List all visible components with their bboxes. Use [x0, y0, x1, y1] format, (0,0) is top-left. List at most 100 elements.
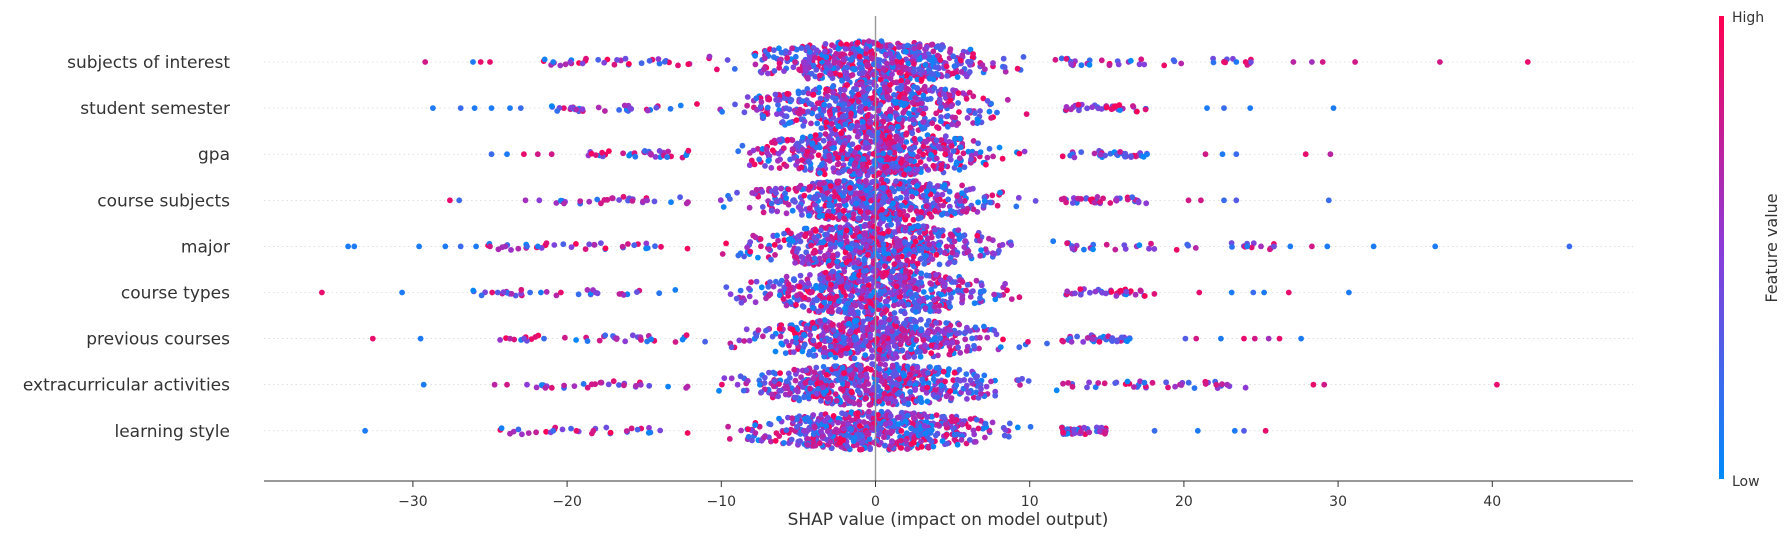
shap-point — [816, 84, 823, 91]
shap-point — [970, 51, 976, 57]
shap-point — [1060, 338, 1067, 345]
shap-point — [1044, 340, 1050, 347]
shap-point — [886, 87, 893, 94]
shap-point — [841, 101, 848, 108]
shap-point — [904, 257, 910, 264]
shap-point — [1233, 59, 1240, 65]
shap-point — [1075, 101, 1082, 108]
shap-point — [850, 310, 857, 317]
shap-point — [861, 236, 868, 243]
shap-point — [822, 269, 829, 276]
shap-point — [562, 61, 569, 68]
shap-point — [625, 241, 631, 247]
shap-point — [864, 61, 870, 68]
shap-point — [759, 188, 766, 195]
shap-point — [789, 146, 796, 152]
shap-point — [820, 137, 827, 144]
shap-point — [478, 292, 485, 299]
shap-point — [879, 235, 885, 242]
shap-point — [757, 236, 764, 243]
shap-point — [911, 247, 918, 253]
shap-point — [863, 243, 870, 250]
shap-point — [773, 96, 779, 103]
shap-point — [960, 90, 966, 96]
shap-point — [922, 342, 929, 349]
shap-point — [918, 246, 925, 252]
shap-point — [958, 69, 965, 75]
shap-point — [954, 74, 961, 80]
shap-point — [672, 287, 679, 293]
shap-point — [980, 202, 987, 209]
shap-point — [877, 270, 884, 277]
shap-point — [765, 283, 772, 290]
shap-point — [793, 302, 799, 308]
shap-point — [746, 285, 752, 292]
shap-point — [836, 306, 843, 313]
shap-point — [568, 104, 574, 111]
shap-point — [447, 197, 453, 204]
shap-point — [827, 286, 834, 292]
shap-point — [863, 277, 870, 284]
shap-point — [727, 196, 733, 202]
shap-point — [672, 339, 679, 345]
shap-point — [1091, 150, 1098, 157]
shap-point — [994, 202, 1001, 209]
shap-point — [768, 200, 775, 207]
shap-point — [938, 211, 945, 218]
shap-point — [926, 147, 933, 153]
shap-point — [936, 261, 943, 268]
shap-point — [553, 292, 560, 299]
shap-point — [1122, 153, 1128, 160]
shap-point — [1182, 335, 1189, 342]
shap-point — [887, 50, 894, 57]
shap-point — [898, 59, 905, 65]
shap-point — [840, 155, 846, 162]
shap-point — [959, 295, 966, 301]
shap-point — [783, 302, 790, 309]
shap-point — [761, 55, 768, 62]
shap-point — [785, 281, 792, 288]
shap-point — [747, 239, 754, 245]
shap-point — [1170, 57, 1177, 63]
shap-point — [881, 333, 888, 340]
shap-point — [728, 344, 735, 351]
shap-point — [942, 151, 949, 158]
shap-point — [626, 152, 632, 159]
shap-point — [853, 322, 859, 329]
shap-point — [596, 337, 603, 344]
shap-point — [829, 84, 836, 90]
shap-point — [810, 91, 817, 98]
shap-point — [782, 95, 788, 101]
shap-point — [643, 240, 650, 247]
shap-point — [849, 72, 856, 78]
shap-point — [891, 310, 898, 316]
shap-point — [864, 172, 871, 179]
shap-point — [1136, 242, 1143, 249]
shap-point — [1004, 96, 1011, 103]
shap-point — [866, 38, 872, 44]
shap-point — [648, 336, 655, 343]
shap-point — [963, 187, 970, 194]
shap-point — [935, 352, 941, 359]
shap-point — [1228, 289, 1235, 296]
shap-point — [884, 329, 891, 336]
shap-point — [840, 144, 846, 151]
shap-point — [903, 131, 909, 138]
shap-point — [1137, 287, 1144, 294]
shap-point — [859, 288, 865, 294]
shap-point — [792, 199, 798, 205]
shap-point — [829, 130, 835, 137]
shap-point — [848, 110, 854, 117]
shap-point — [1261, 289, 1267, 296]
shap-point — [947, 46, 954, 53]
shap-point — [977, 295, 983, 301]
shap-point — [876, 88, 882, 95]
shap-point — [774, 232, 780, 239]
shap-point — [843, 227, 850, 234]
shap-point — [1247, 105, 1254, 111]
shap-point — [905, 353, 912, 360]
shap-point — [816, 207, 823, 214]
shap-point — [838, 352, 844, 359]
shap-point — [826, 262, 833, 269]
shap-point — [933, 251, 940, 258]
